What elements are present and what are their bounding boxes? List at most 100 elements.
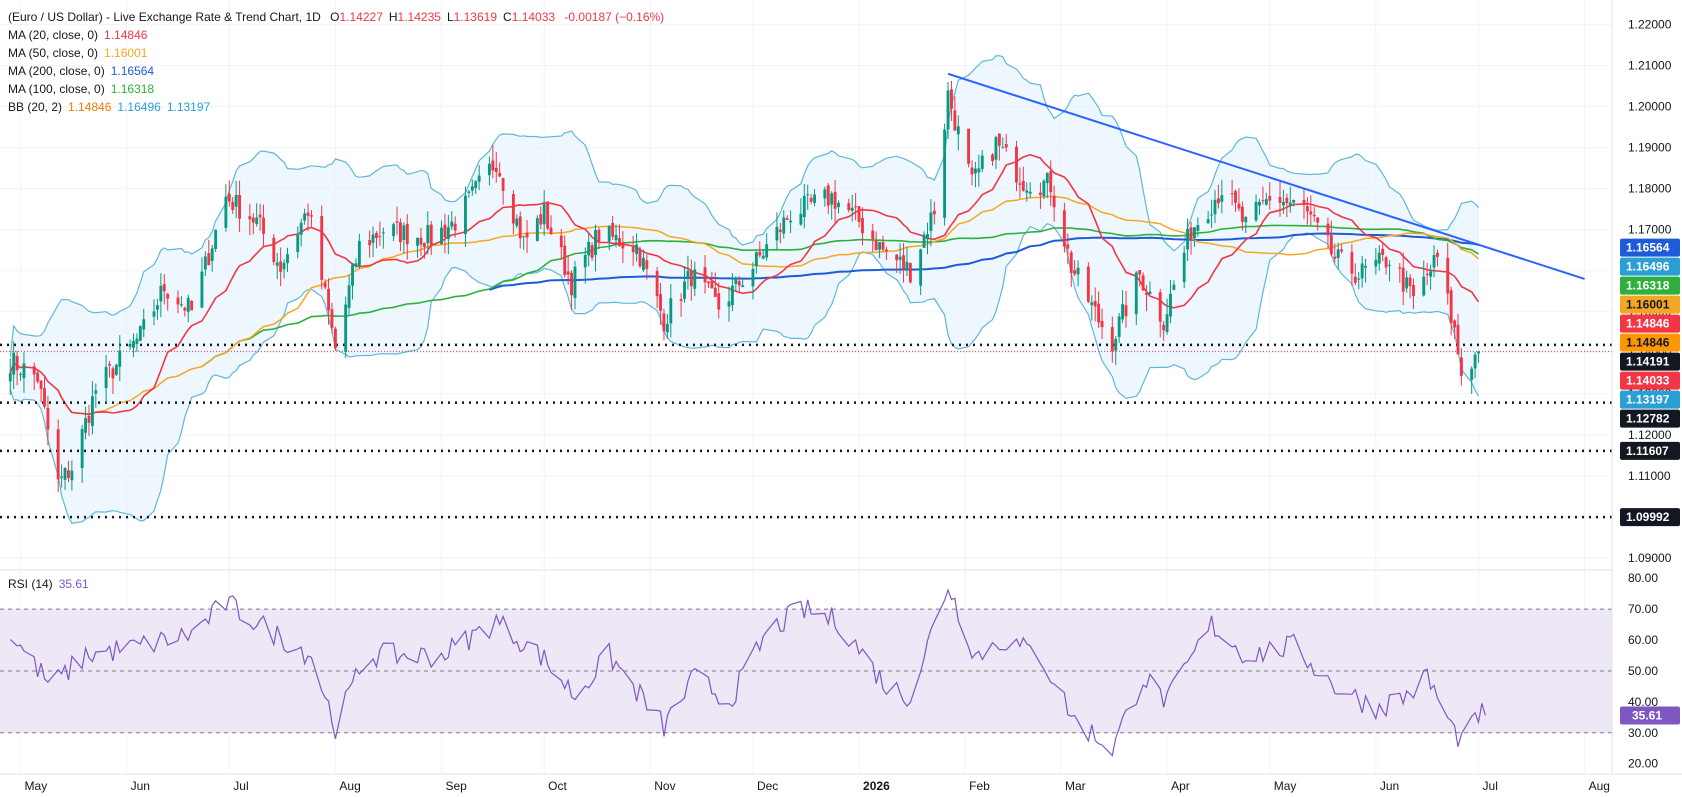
- candle-body: [255, 217, 259, 225]
- indicator-value: 1.16496: [117, 100, 161, 114]
- ohlc-o: O1.14227: [330, 10, 383, 24]
- candle: [1244, 216, 1248, 234]
- candle: [813, 189, 816, 207]
- candle: [583, 247, 587, 284]
- candle: [607, 225, 611, 251]
- candle: [446, 215, 450, 255]
- price-badge-bg: [1620, 371, 1680, 390]
- candle-body: [310, 215, 313, 217]
- candle: [330, 302, 334, 334]
- symbol-title: (Euro / US Dollar) - Live Exchange Rate …: [8, 10, 321, 24]
- candle-body: [765, 244, 769, 258]
- candle-body: [443, 224, 447, 238]
- price-tick-label: 1.19000: [1628, 141, 1672, 155]
- candle: [573, 261, 577, 310]
- candle: [1446, 243, 1450, 305]
- indicator-row[interactable]: MA (20, close, 0) 1.14846: [8, 26, 664, 44]
- candle: [1237, 188, 1241, 212]
- price-badge-bg: [1620, 276, 1680, 295]
- candle: [895, 254, 899, 273]
- candle: [946, 81, 950, 140]
- candle-body: [333, 328, 337, 349]
- candle: [943, 123, 947, 226]
- candle-body: [1015, 146, 1018, 183]
- candle-body: [303, 213, 307, 221]
- candle-body: [683, 281, 686, 299]
- candle: [419, 227, 423, 257]
- candle-body: [1021, 181, 1025, 191]
- candle: [306, 203, 310, 232]
- indicator-row[interactable]: MA (100, close, 0) 1.16318: [8, 80, 664, 98]
- candle-body: [108, 364, 111, 366]
- indicator-row[interactable]: MA (200, close, 0) 1.16564: [8, 62, 664, 80]
- candle-body: [570, 272, 573, 296]
- candle-body: [973, 168, 977, 174]
- candle: [741, 279, 745, 288]
- candle-body: [1189, 227, 1193, 241]
- candle: [1405, 270, 1409, 293]
- candle: [67, 460, 70, 483]
- candle-body: [60, 476, 64, 478]
- time-tick-label: Feb: [969, 779, 990, 793]
- candle-body: [919, 249, 923, 286]
- candle: [368, 230, 372, 258]
- resistance-trendline: [947, 72, 1585, 280]
- candle-body: [368, 240, 372, 246]
- price-badge: 1.09992: [1620, 508, 1680, 527]
- candle: [320, 205, 324, 290]
- candle-body: [1100, 320, 1104, 328]
- candle: [1288, 186, 1292, 213]
- candle-body: [1350, 252, 1354, 274]
- candle-body: [546, 201, 550, 229]
- candle: [1097, 291, 1101, 328]
- candle: [179, 296, 183, 308]
- indicator-row[interactable]: BB (20, 2) 1.14846 1.16496 1.13197: [8, 98, 664, 116]
- time-tick-label: Aug: [1589, 779, 1610, 793]
- candle: [1278, 180, 1282, 217]
- candle-body: [1193, 227, 1196, 239]
- candle: [1193, 227, 1196, 247]
- candle-body: [922, 234, 926, 248]
- price-badge-label: 1.16318: [1626, 279, 1670, 293]
- candle: [296, 226, 300, 259]
- candle-body: [734, 277, 738, 284]
- candle: [1412, 278, 1415, 310]
- candle: [823, 186, 827, 207]
- candle-body: [946, 90, 950, 130]
- candle: [477, 165, 481, 191]
- candle: [162, 274, 166, 305]
- candle-body: [114, 364, 118, 375]
- candle: [248, 203, 252, 236]
- price-badge-bg: [1620, 257, 1680, 276]
- candle-body: [1076, 267, 1080, 275]
- candle: [443, 213, 447, 254]
- candle-body: [515, 218, 519, 226]
- candle-body: [347, 285, 351, 308]
- candle-body: [1374, 259, 1378, 267]
- candle: [570, 270, 573, 310]
- candle: [1285, 193, 1289, 218]
- price-tick-label: 1.21000: [1628, 59, 1672, 73]
- candle-body: [207, 253, 211, 266]
- indicator-row[interactable]: MA (50, close, 0) 1.16001: [8, 44, 664, 62]
- candle-body: [1018, 183, 1022, 185]
- candle-body: [152, 311, 156, 317]
- price-badge: 1.12782: [1620, 409, 1680, 428]
- candle: [142, 308, 146, 338]
- candle-body: [111, 368, 115, 379]
- candle-body: [1025, 190, 1029, 193]
- bollinger-bands: [9, 55, 1480, 524]
- candle-body: [611, 222, 615, 237]
- candle-body: [956, 126, 960, 135]
- candle: [1302, 187, 1306, 220]
- candle: [1456, 313, 1460, 355]
- candle-body: [943, 129, 947, 218]
- candle: [850, 194, 854, 222]
- candle: [1134, 270, 1138, 326]
- candle: [1039, 182, 1042, 209]
- candle: [1015, 140, 1018, 192]
- candle-body: [1326, 223, 1330, 236]
- candle-body: [977, 168, 981, 173]
- candle: [1477, 351, 1480, 363]
